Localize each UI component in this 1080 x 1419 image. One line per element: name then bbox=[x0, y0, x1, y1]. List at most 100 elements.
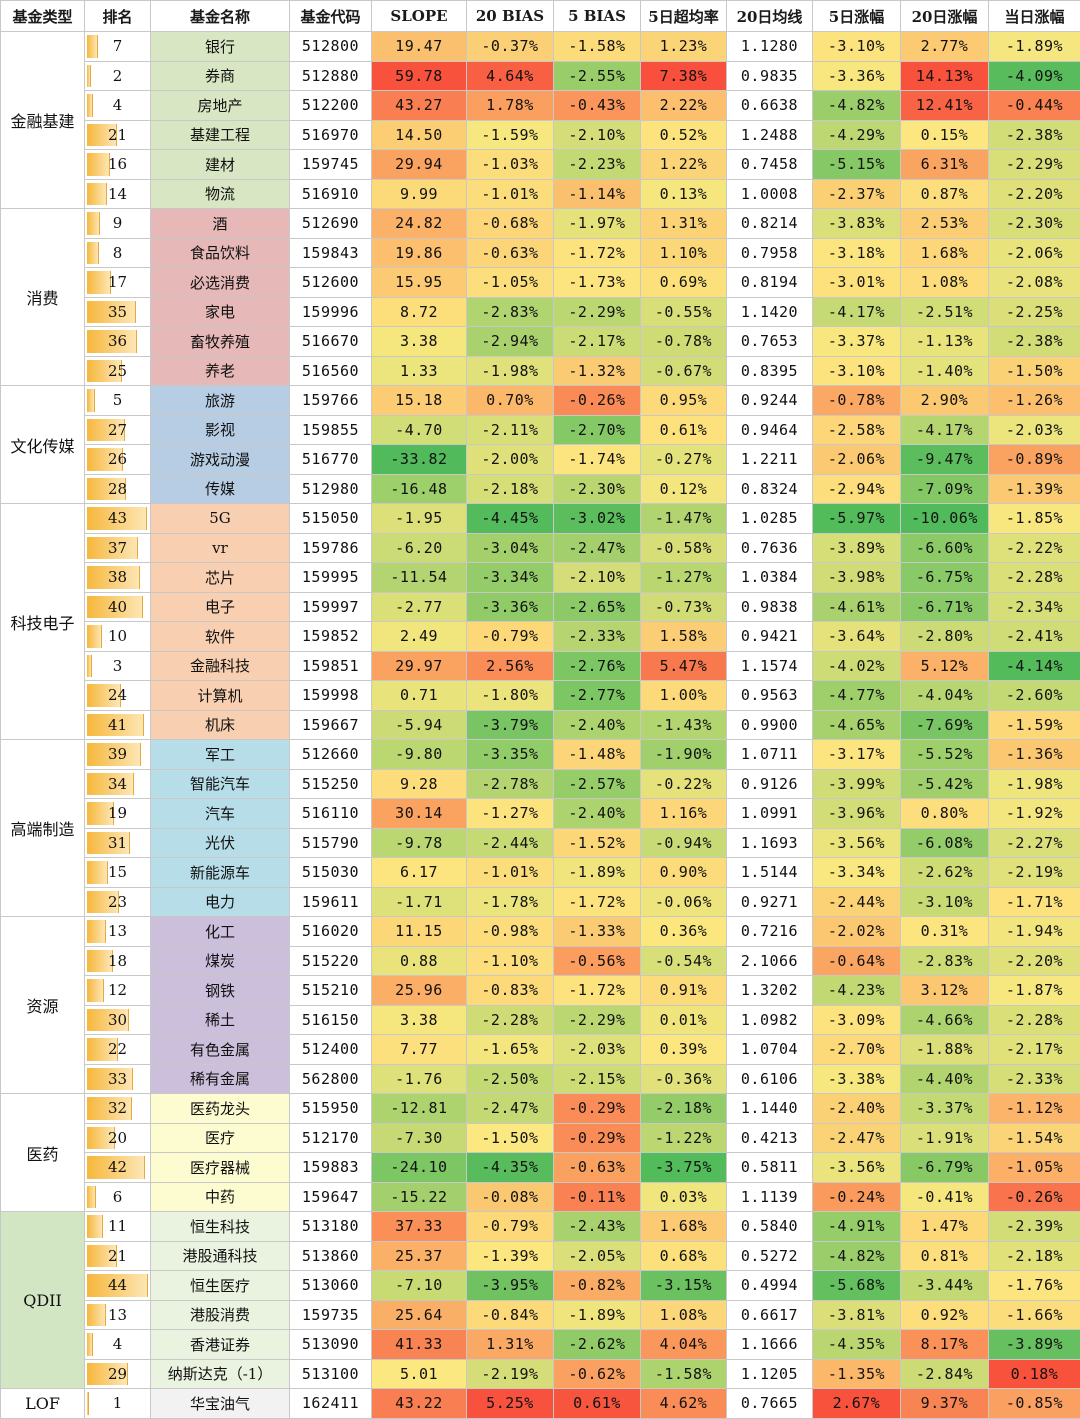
header-5d-change[interactable]: 5日涨幅 bbox=[813, 1, 901, 32]
changetoday-cell: -1.54% bbox=[989, 1123, 1080, 1153]
bias20-cell: -1.01% bbox=[467, 179, 554, 209]
rank-databar bbox=[87, 153, 110, 176]
rank-value: 8 bbox=[113, 244, 123, 262]
change20d-cell: -3.10% bbox=[901, 887, 989, 917]
fund-name-cell: 稀有金属 bbox=[151, 1064, 290, 1094]
fund-name-cell: 食品饮料 bbox=[151, 238, 290, 268]
excess5-cell: 4.62% bbox=[641, 1389, 727, 1419]
bias5-cell: -1.58% bbox=[554, 32, 641, 62]
header-5d-excess[interactable]: 5日超均率 bbox=[641, 1, 727, 32]
fund-name-cell: 汽车 bbox=[151, 799, 290, 829]
change20d-cell: 0.92% bbox=[901, 1300, 989, 1330]
header-today-change[interactable]: 当日涨幅 bbox=[989, 1, 1080, 32]
ma20-cell: 0.8395 bbox=[727, 356, 813, 386]
bias5-cell: -0.63% bbox=[554, 1153, 641, 1183]
change5d-cell: -1.35% bbox=[813, 1359, 901, 1389]
excess5-cell: -1.27% bbox=[641, 563, 727, 593]
ma20-cell: 0.8194 bbox=[727, 268, 813, 298]
header-fund-name[interactable]: 基金名称 bbox=[151, 1, 290, 32]
changetoday-cell: -0.89% bbox=[989, 445, 1080, 475]
bias5-cell: -2.17% bbox=[554, 327, 641, 357]
rank-databar bbox=[87, 1333, 93, 1356]
bias20-cell: 2.56% bbox=[467, 651, 554, 681]
slope-cell: -33.82 bbox=[372, 445, 467, 475]
header-bias20[interactable]: 20 BIAS bbox=[467, 1, 554, 32]
fund-code-cell: 513100 bbox=[290, 1359, 372, 1389]
ma20-cell: 0.7665 bbox=[727, 1389, 813, 1419]
header-rank[interactable]: 排名 bbox=[85, 1, 151, 32]
fund-type-cell: 科技电子 bbox=[1, 504, 85, 740]
header-slope[interactable]: SLOPE bbox=[372, 1, 467, 32]
excess5-cell: -0.55% bbox=[641, 297, 727, 327]
header-bias5[interactable]: 5 BIAS bbox=[554, 1, 641, 32]
rank-cell: 3 bbox=[85, 651, 151, 681]
changetoday-cell: -1.66% bbox=[989, 1300, 1080, 1330]
changetoday-cell: -0.85% bbox=[989, 1389, 1080, 1419]
fund-code-cell: 516150 bbox=[290, 1005, 372, 1035]
header-20d-change[interactable]: 20日涨幅 bbox=[901, 1, 989, 32]
rank-value: 7 bbox=[113, 37, 123, 55]
changetoday-cell: -0.26% bbox=[989, 1182, 1080, 1212]
ma20-cell: 1.1139 bbox=[727, 1182, 813, 1212]
rank-databar bbox=[87, 183, 107, 206]
slope-cell: 15.18 bbox=[372, 386, 467, 416]
bias20-cell: -3.04% bbox=[467, 533, 554, 563]
ma20-cell: 1.1574 bbox=[727, 651, 813, 681]
excess5-cell: -0.73% bbox=[641, 592, 727, 622]
fund-name-cell: 游戏动漫 bbox=[151, 445, 290, 475]
change5d-cell: -3.17% bbox=[813, 740, 901, 770]
ma20-cell: 0.8214 bbox=[727, 209, 813, 239]
header-fund-code[interactable]: 基金代码 bbox=[290, 1, 372, 32]
header-ma20[interactable]: 20日均线 bbox=[727, 1, 813, 32]
header-fund-type[interactable]: 基金类型 bbox=[1, 1, 85, 32]
changetoday-cell: -2.27% bbox=[989, 828, 1080, 858]
